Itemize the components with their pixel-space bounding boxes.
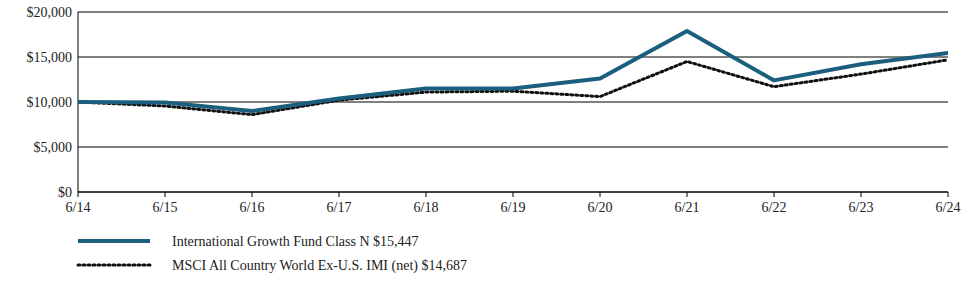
x-tick xyxy=(948,192,949,197)
grid-line xyxy=(78,147,948,148)
grid-line xyxy=(78,57,948,58)
x-tick xyxy=(165,192,166,197)
x-tick-label: 6/23 xyxy=(849,200,874,215)
legend-label: International Growth Fund Class N $15,44… xyxy=(172,234,419,249)
x-tick xyxy=(252,192,253,197)
x-tick xyxy=(339,192,340,197)
x-tick xyxy=(513,192,514,197)
x-tick xyxy=(774,192,775,197)
y-tick-label: $15,000 xyxy=(27,50,73,65)
x-tick-label: 6/18 xyxy=(414,200,439,215)
x-tick-label: 6/15 xyxy=(153,200,178,215)
x-tick-label: 6/22 xyxy=(762,200,787,215)
y-tick-label: $10,000 xyxy=(27,95,73,110)
grid-line xyxy=(78,102,948,103)
x-tick-label: 6/17 xyxy=(327,200,352,215)
series-line xyxy=(78,31,948,111)
plot-lines xyxy=(78,31,948,115)
y-tick-label: $20,000 xyxy=(27,5,73,20)
chart: $0 $5,000 $10,000 $15,000 $20,000 6/14 6/15 6/1… xyxy=(0,0,975,281)
x-tick xyxy=(600,192,601,197)
legend-swatch xyxy=(78,239,150,243)
x-tick-label: 6/14 xyxy=(66,200,91,215)
grid-line xyxy=(78,12,948,13)
x-tick xyxy=(78,192,79,197)
x-tick xyxy=(861,192,862,197)
y-tick-label: $0 xyxy=(58,185,72,200)
legend-swatch xyxy=(78,264,150,267)
x-tick-label: 6/24 xyxy=(936,200,961,215)
legend-label: MSCI All Country World Ex-U.S. IMI (net)… xyxy=(172,258,467,274)
x-tick-label: 6/16 xyxy=(240,200,265,215)
x-tick xyxy=(426,192,427,197)
x-tick-label: 6/21 xyxy=(675,200,700,215)
y-tick-label: $5,000 xyxy=(34,140,73,155)
x-tick-label: 6/19 xyxy=(501,200,526,215)
x-tick xyxy=(687,192,688,197)
x-tick-label: 6/20 xyxy=(588,200,613,215)
